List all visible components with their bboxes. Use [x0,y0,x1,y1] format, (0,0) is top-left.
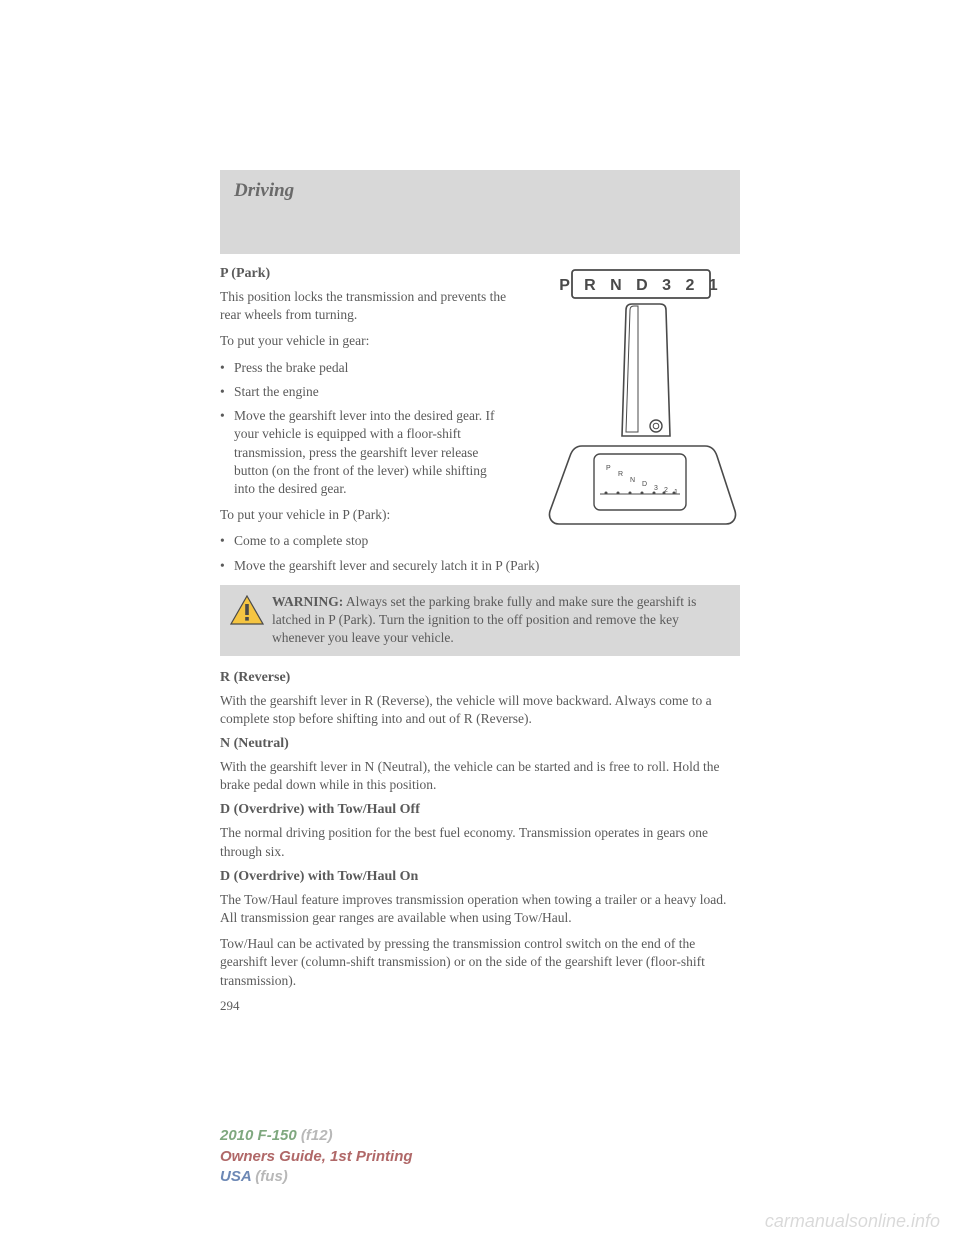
list-item: Move the gearshift lever into the desire… [220,407,510,498]
section-title: Driving [234,180,726,202]
footer-usa: USA [220,1168,251,1185]
watermark: carmanualsonline.info [765,1211,940,1232]
svg-text:N: N [630,477,635,484]
p-park-sub1: To put your vehicle in gear: [220,332,510,350]
svg-text:D: D [642,481,647,488]
svg-text:R: R [618,471,623,478]
n-neutral-heading: N (Neutral) [220,736,740,752]
footer-usa-code: (fus) [251,1168,288,1185]
warning-text: WARNING: Always set the parking brake fu… [230,593,730,648]
gearshift-figure: P R N D 3 2 1 PRN D321 [530,266,740,551]
page-number: 294 [220,998,740,1014]
page-container: Driving P R N D 3 2 1 PRN D321 [0,0,960,1014]
svg-text:P: P [606,465,611,472]
svg-text:3: 3 [654,485,658,492]
d-off-text: The normal driving position for the best… [220,824,740,860]
section-header: Driving [220,170,740,254]
d-on-text2: Tow/Haul can be activated by pressing th… [220,935,740,990]
footer: 2010 F-150 (f12) Owners Guide, 1st Print… [220,1126,413,1187]
footer-model-code: (f12) [297,1127,333,1144]
n-neutral-text: With the gearshift lever in N (Neutral),… [220,758,740,794]
p-park-bullets-1: Press the brake pedal Start the engine M… [220,359,510,499]
content-wrap: P R N D 3 2 1 PRN D321 P (Park) This p [220,266,740,1014]
list-item: Move the gearshift lever and securely la… [220,557,740,575]
footer-guide: Owners Guide, 1st Printing [220,1147,413,1167]
list-item: Come to a complete stop [220,532,740,550]
warning-icon [230,595,264,630]
prnd-label: P R N D 3 2 1 [559,277,722,294]
gearshift-svg: P R N D 3 2 1 PRN D321 [530,266,740,546]
d-off-heading: D (Overdrive) with Tow/Haul Off [220,802,740,818]
full-width-section: To put your vehicle in P (Park): Come to… [220,506,740,1014]
p-park-bullets-2: Come to a complete stop Move the gearshi… [220,532,740,574]
warning-label: WARNING: [272,594,343,609]
p-park-heading: P (Park) [220,266,510,282]
r-reverse-text: With the gearshift lever in R (Reverse),… [220,692,740,728]
list-item: Start the engine [220,383,510,401]
list-item: Press the brake pedal [220,359,510,377]
footer-model: 2010 F-150 [220,1127,297,1144]
d-on-heading: D (Overdrive) with Tow/Haul On [220,869,740,885]
warning-box: WARNING: Always set the parking brake fu… [220,585,740,656]
r-reverse-heading: R (Reverse) [220,670,740,686]
p-park-intro: This position locks the transmission and… [220,288,510,324]
d-on-text1: The Tow/Haul feature improves transmissi… [220,891,740,927]
left-text-column: P (Park) This position locks the transmi… [220,266,510,498]
